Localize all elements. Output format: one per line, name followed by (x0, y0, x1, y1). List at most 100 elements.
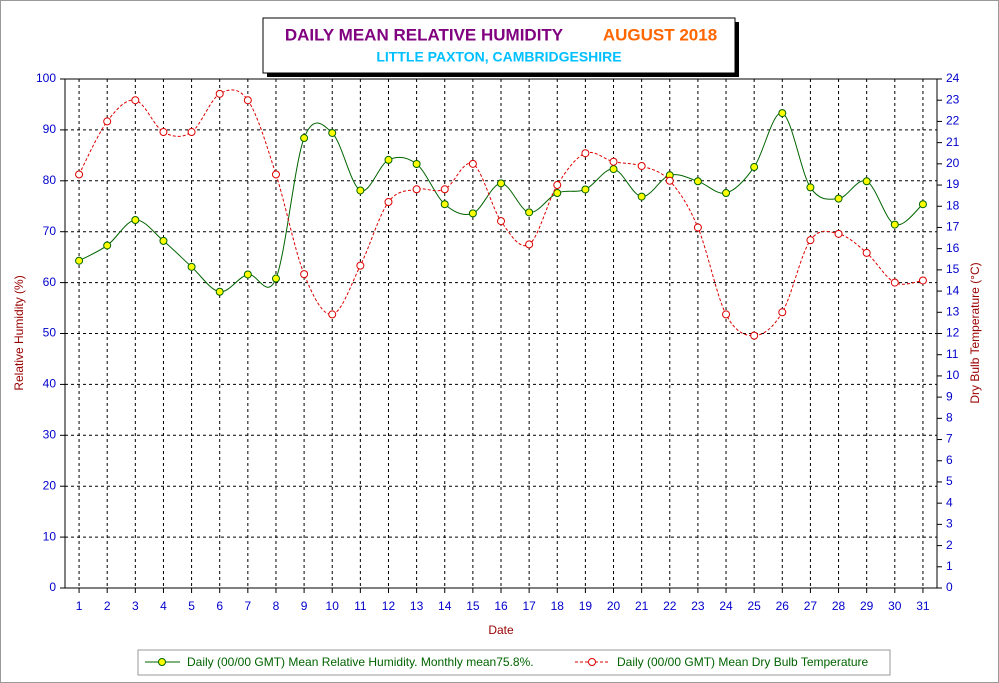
x-tick-label: 8 (273, 599, 280, 613)
y2-tick-label: 21 (946, 135, 960, 149)
x-tick-label: 22 (663, 599, 677, 613)
point (497, 217, 505, 226)
point (159, 128, 168, 137)
y2-tick-label: 5 (946, 474, 953, 488)
x-tick-label: 17 (522, 599, 536, 613)
point (215, 89, 224, 98)
point (468, 209, 477, 218)
point (440, 200, 449, 209)
point (778, 109, 787, 118)
point (609, 165, 618, 174)
point (722, 189, 731, 198)
x-tick-label: 6 (216, 599, 223, 613)
point (581, 185, 590, 194)
point (750, 163, 759, 172)
y2-axis-label: Dry Bulb Temperature (°C) (968, 262, 982, 403)
x-tick-label: 14 (438, 599, 452, 613)
point (834, 194, 843, 203)
x-tick-label: 31 (916, 599, 930, 613)
point (187, 262, 196, 271)
point (440, 185, 449, 194)
point (468, 159, 477, 168)
y2-tick-label: 8 (946, 411, 953, 425)
chart-subtitle: LITTLE PAXTON, CAMBRIDGESHIRE (376, 49, 621, 65)
point (497, 179, 505, 188)
title-box (262, 17, 736, 74)
x-tick-label: 23 (691, 599, 705, 613)
y2-tick-label: 13 (946, 304, 960, 318)
point (243, 96, 252, 105)
y2-tick-label: 9 (946, 389, 953, 403)
y2-tick-label: 7 (946, 432, 953, 446)
point (862, 177, 871, 186)
point (384, 198, 393, 207)
point (834, 229, 843, 238)
x-tick-label: 16 (494, 599, 508, 613)
plot-border (64, 78, 938, 589)
point (553, 181, 562, 190)
point (356, 186, 365, 195)
x-tick-label: 4 (160, 599, 167, 613)
point (75, 256, 84, 265)
point (412, 160, 421, 169)
x-tick-label: 11 (354, 599, 367, 613)
point (412, 185, 421, 194)
point (300, 134, 309, 143)
y2-tick-label: 11 (946, 347, 959, 361)
y2-tick-label: 14 (946, 283, 960, 297)
point (300, 270, 309, 279)
y-tick-label: 40 (43, 377, 57, 391)
point (890, 278, 899, 287)
y-tick-label: 70 (43, 224, 57, 238)
y-tick-label: 0 (49, 580, 56, 594)
x-tick-label: 10 (326, 599, 340, 613)
y-tick-label: 10 (43, 529, 57, 543)
y2-tick-label: 1 (946, 559, 953, 573)
x-axis-label: Date (488, 623, 514, 637)
x-tick-label: 13 (410, 599, 424, 613)
point (918, 200, 927, 209)
x-tick-label: 20 (607, 599, 621, 613)
point (131, 215, 140, 224)
point (890, 220, 899, 229)
y-tick-label: 50 (43, 326, 57, 340)
point (328, 128, 337, 137)
point (187, 128, 196, 137)
x-tick-label: 15 (466, 599, 480, 613)
point (665, 176, 674, 185)
y2-tick-label: 24 (946, 71, 960, 85)
point (525, 240, 534, 249)
x-tick-label: 12 (382, 599, 396, 613)
y2-tick-label: 4 (946, 495, 953, 509)
x-tick-label: 5 (188, 599, 195, 613)
point (103, 117, 112, 126)
y2-tick-label: 23 (946, 92, 960, 106)
y-tick-label: 30 (43, 427, 57, 441)
y-tick-label: 100 (36, 71, 56, 85)
x-tick-label: 24 (719, 599, 733, 613)
x-tick-label: 30 (888, 599, 902, 613)
y2-tick-label: 12 (946, 326, 960, 340)
point (918, 276, 927, 285)
y-axis-label: Relative Humidity (%) (12, 275, 26, 390)
y2-tick-label: 0 (946, 580, 953, 594)
x-tick-label: 2 (104, 599, 111, 613)
y2-tick-label: 17 (946, 220, 960, 234)
legend-box (137, 649, 891, 676)
y2-tick-label: 22 (946, 114, 960, 128)
y2-tick-label: 20 (946, 156, 960, 170)
point (778, 308, 787, 317)
point (75, 170, 84, 179)
x-tick-label: 9 (301, 599, 308, 613)
point (271, 274, 280, 283)
legend-marker (158, 658, 166, 666)
legend-label: Daily (00/00 GMT) Mean Dry Bulb Temperat… (617, 655, 869, 669)
x-tick-label: 21 (635, 599, 649, 613)
point (581, 149, 590, 158)
x-tick-label: 26 (776, 599, 790, 613)
point (806, 183, 815, 192)
y2-tick-label: 10 (946, 368, 960, 382)
y2-tick-label: 16 (946, 241, 960, 255)
